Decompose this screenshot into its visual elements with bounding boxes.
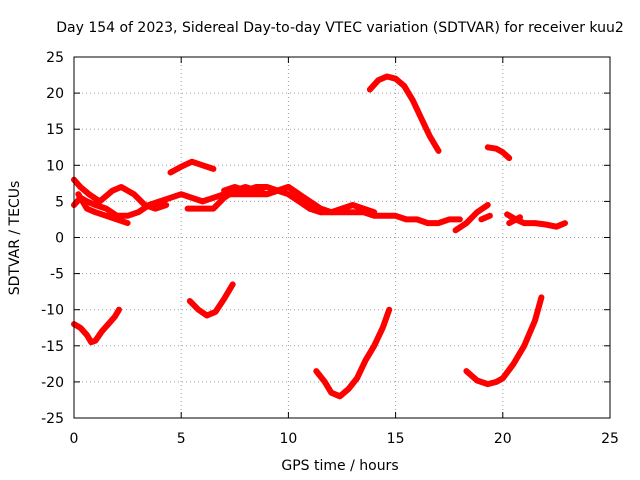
series-low-19 bbox=[463, 294, 545, 388]
y-tick-label: -25 bbox=[41, 411, 64, 427]
x-tick-label: 0 bbox=[70, 431, 79, 447]
x-tick-labels: 0 5 10 15 20 25 bbox=[70, 431, 619, 447]
series-late-rise bbox=[452, 202, 491, 234]
series-late-rise-b bbox=[478, 212, 493, 223]
series-low-5 bbox=[186, 281, 236, 319]
x-axis-label: GPS time / hours bbox=[281, 458, 398, 474]
y-tick-label: -20 bbox=[41, 375, 64, 391]
series-hump-5 bbox=[167, 158, 217, 176]
y-tick-label: 0 bbox=[55, 231, 64, 247]
x-tick-label: 10 bbox=[279, 431, 297, 447]
y-tick-label: -10 bbox=[41, 303, 64, 319]
series-low-12 bbox=[313, 306, 393, 400]
chart-title: Day 154 of 2023, Sidereal Day-to-day VTE… bbox=[56, 20, 624, 36]
x-tick-label: 20 bbox=[494, 431, 512, 447]
series-upper-band bbox=[221, 184, 378, 216]
y-tick-label: 10 bbox=[46, 158, 64, 174]
series-main-band-b bbox=[71, 176, 170, 212]
y-tick-labels: -25 -20 -15 -10 -5 0 5 10 15 20 25 bbox=[41, 50, 64, 427]
x-tick-label: 15 bbox=[387, 431, 405, 447]
x-tick-label: 5 bbox=[177, 431, 186, 447]
series-main-band-c bbox=[75, 191, 131, 227]
series-tail-b bbox=[506, 214, 523, 227]
series-low-0 bbox=[71, 306, 122, 346]
y-axis-label: SDTVAR / TECUs bbox=[7, 181, 23, 296]
series-layer bbox=[71, 73, 568, 400]
y-tick-label: -5 bbox=[50, 267, 64, 283]
series-arc-15 bbox=[366, 73, 442, 154]
y-tick-label: -15 bbox=[41, 339, 64, 355]
series-seg-19 bbox=[484, 144, 513, 162]
y-tick-label: 20 bbox=[46, 86, 64, 102]
x-tick-label: 25 bbox=[601, 431, 619, 447]
y-tick-label: 15 bbox=[46, 122, 64, 138]
y-tick-label: 5 bbox=[55, 194, 64, 210]
grid-layer bbox=[74, 57, 610, 418]
plot-frame bbox=[73, 56, 611, 419]
y-tick-label: 25 bbox=[46, 50, 64, 66]
